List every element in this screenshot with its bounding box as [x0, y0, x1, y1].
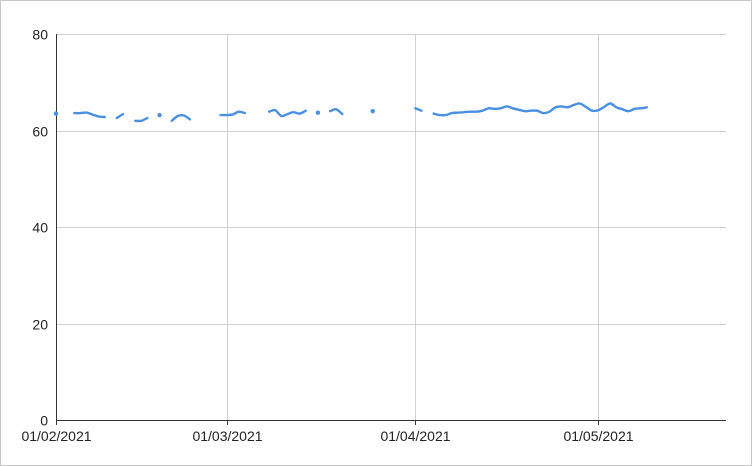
x-tick-label: 01/04/2021 — [380, 428, 450, 444]
y-tick-label: 80 — [32, 27, 48, 43]
y-tick-label: 40 — [32, 220, 48, 236]
series-line-segment — [328, 108, 344, 116]
y-tick-label: 0 — [40, 413, 48, 429]
series-layer — [53, 102, 648, 123]
series-point — [53, 111, 59, 116]
series-line-segment — [170, 114, 192, 122]
tick-labels: 0 20 40 60 80 01/02/2021 01/03/2021 01/04/2021 0… — [21, 27, 633, 445]
series-line-segment — [134, 116, 149, 123]
axes — [56, 34, 726, 425]
series-line-segment — [219, 110, 246, 117]
y-tick-label: 20 — [32, 317, 48, 333]
x-tick-label: 01/03/2021 — [192, 428, 262, 444]
gridlines — [56, 34, 726, 420]
series-line-segment — [414, 107, 423, 112]
series-point — [157, 112, 162, 118]
series-line-segment — [268, 108, 307, 118]
series-line-segment — [73, 111, 106, 119]
x-tick-label: 01/05/2021 — [563, 428, 633, 444]
series-point — [370, 109, 375, 114]
series-line-segment — [432, 102, 648, 117]
series-point — [315, 110, 321, 115]
series-line-segment — [115, 112, 125, 120]
y-tick-label: 60 — [32, 124, 48, 140]
x-tick-label: 01/02/2021 — [21, 428, 91, 444]
